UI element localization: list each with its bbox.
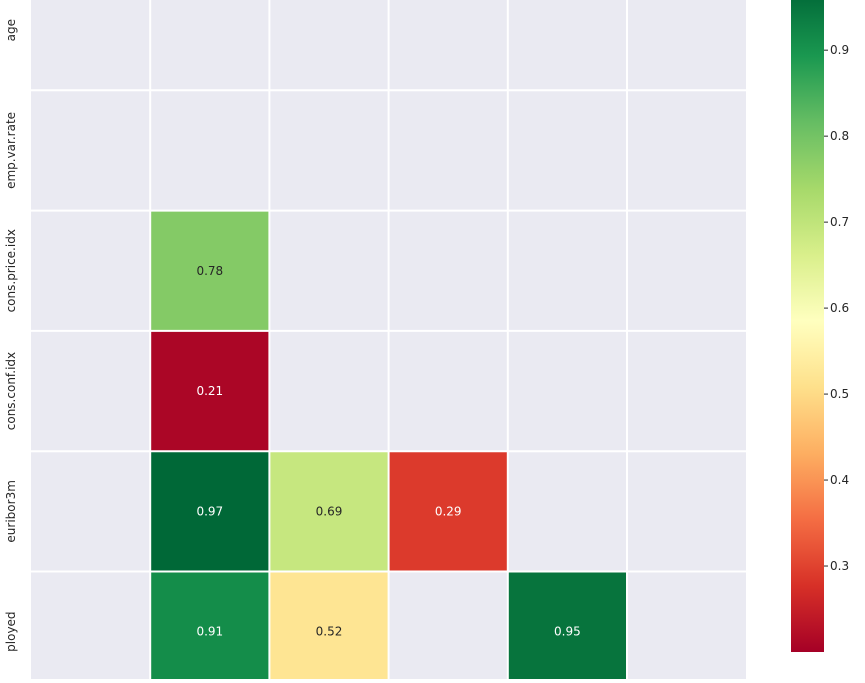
colorbar-gradient (791, 0, 824, 652)
y-tick-label: cons.conf.idx (4, 352, 18, 430)
cell-value-label: 0.69 (316, 504, 343, 518)
cell-value-label: 0.29 (435, 504, 462, 518)
cell-value-label: 0.95 (554, 625, 581, 639)
y-tick-label: age (4, 19, 18, 41)
y-tick-label: cons.price.idx (4, 229, 18, 312)
y-axis-labels: age emp.var.rate cons.price.idx cons.conf.i… (4, 19, 18, 652)
y-tick-label: euribor3m (4, 480, 18, 542)
y-tick-label: ployed (4, 611, 18, 651)
heatmap-cell (150, 451, 270, 572)
colorbar-tick-label: 0.8 (830, 129, 849, 143)
heatmap-cell (388, 451, 508, 572)
cell-value-label: 0.52 (316, 625, 343, 639)
colorbar-tick-label: 0.7 (830, 215, 849, 229)
heatmap-cell (150, 210, 270, 331)
cell-value-label: 0.78 (196, 264, 223, 278)
heatmap-cell (150, 330, 270, 452)
heatmap-cell (150, 571, 270, 683)
plot-area: 0.78 0.21 0.97 0.69 0.29 0.91 0.52 0.95 (31, 0, 746, 683)
y-tick-label: emp.var.rate (4, 112, 18, 189)
colorbar-tick-label: 0.3 (830, 559, 849, 573)
cell-value-label: 0.97 (196, 504, 223, 518)
heatmap-cell (507, 571, 627, 683)
cell-value-label: 0.91 (196, 625, 223, 639)
heatmap-cell (269, 451, 389, 572)
colorbar-tick-label: 0.4 (830, 473, 849, 487)
heatmap-cell (269, 571, 389, 683)
colorbar-tick-label: 0.9 (830, 43, 849, 57)
colorbar-tick-label: 0.5 (830, 387, 849, 401)
cell-value-label: 0.21 (196, 384, 223, 398)
colorbar-tick-label: 0.6 (830, 301, 849, 315)
colorbar: 0.3 0.4 0.5 0.6 0.7 0.8 0.9 (791, 0, 849, 652)
